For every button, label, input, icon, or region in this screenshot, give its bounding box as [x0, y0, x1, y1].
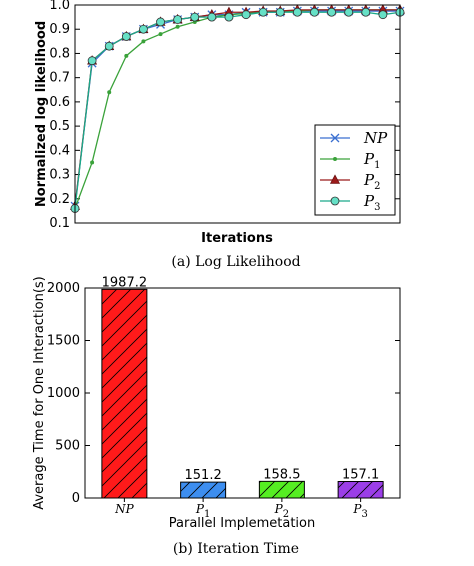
bar-group: 151.2: [180, 468, 227, 499]
x-tick-label: NP: [114, 502, 135, 516]
log-likelihood-chart: 0.1 0.2 0.3 0.4 0.5 0.6 0.7 0.8 0.9 1.0 Normalize…: [34, 0, 405, 246]
bar-group: 1987.2: [101, 275, 148, 499]
x-axis-label: Iterations: [201, 231, 273, 246]
caption-b: (b) Iteration Time: [173, 541, 299, 557]
y-tick-label: 0.4: [49, 143, 70, 158]
bars: 1987.2 151.2 158.5 157.1: [101, 275, 384, 499]
bar-value-label: 158.5: [263, 467, 300, 482]
data-point: [173, 15, 183, 24]
data-point: [141, 39, 146, 44]
legend-marker: [330, 174, 340, 184]
series-lines: [70, 4, 405, 213]
legend-label: P3: [363, 192, 380, 213]
y-tick-label: 0: [72, 491, 80, 506]
plot-area-b: [84, 287, 401, 499]
legend-entry-P3: P3: [320, 192, 380, 213]
y-tick-label: 0.5: [49, 119, 70, 134]
plot-area-a: [74, 4, 401, 224]
data-point: [90, 160, 95, 165]
legend-label: P1: [363, 150, 380, 171]
data-point: [121, 32, 131, 41]
data-point: [224, 12, 234, 22]
x-tick-label: P2: [274, 502, 289, 520]
data-point: [190, 12, 200, 22]
iteration-time-chart: 0 500 1000 1500 2000 1987.2 151.2 158.5 157.1 N…: [32, 275, 401, 531]
data-point: [378, 10, 388, 20]
y-tick-label: 0.8: [49, 46, 70, 61]
data-point: [87, 56, 97, 66]
data-point: [241, 10, 251, 20]
data-point: [275, 7, 285, 17]
legend-box: [314, 124, 396, 216]
legend-entry-NP: NP: [320, 129, 388, 147]
legend-label: P2: [363, 171, 380, 192]
x-axis-ticks: NP P1 P2 P3: [114, 498, 368, 520]
x-axis-label: Parallel Implemetation: [169, 516, 316, 531]
data-point: [310, 7, 319, 17]
x-tick-label: P1: [195, 502, 210, 520]
y-axis-ticks: 0.1 0.2 0.3 0.4 0.5 0.6 0.7 0.8 0.9 1.0: [49, 0, 400, 231]
y-tick-label: 1.0: [49, 0, 70, 13]
data-point: [124, 53, 129, 58]
bar-value-label: 1987.2: [102, 275, 148, 290]
x-tick-label: P3: [352, 502, 367, 520]
y-axis-label: Normalized log likelihood: [34, 21, 49, 207]
legend-label: NP: [363, 129, 388, 147]
data-point: [175, 24, 180, 29]
series-P3: [70, 7, 405, 213]
y-tick-label: 0.1: [49, 216, 70, 231]
bar-hatch: [101, 289, 147, 498]
data-point: [139, 24, 148, 34]
data-point: [158, 32, 163, 37]
bar-value-label: 151.2: [185, 468, 222, 483]
legend-marker: [333, 157, 337, 161]
data-point: [361, 7, 371, 17]
y-tick-label: 1000: [47, 386, 80, 401]
y-tick-label: 0.6: [49, 95, 70, 110]
y-tick-label: 0.3: [49, 168, 70, 183]
legend-marker: [330, 196, 340, 206]
y-tick-label: 500: [55, 439, 80, 454]
y-tick-label: 0.2: [49, 192, 70, 207]
data-point: [327, 7, 336, 17]
data-point: [258, 7, 268, 17]
bar-hatch: [259, 481, 305, 498]
data-point: [107, 90, 112, 95]
bar-hatch: [180, 482, 226, 498]
legend-entry-P1: P1: [320, 150, 380, 171]
y-axis-label: Average Time for One Interaction(s): [32, 276, 47, 510]
bar-hatch: [338, 481, 384, 498]
data-point: [292, 7, 302, 17]
bar-group: 157.1: [337, 468, 384, 499]
data-point: [156, 17, 165, 27]
bar-value-label: 157.1: [342, 468, 379, 483]
y-axis-ticks: 0 500 1000 1500 2000: [47, 281, 400, 506]
data-point: [344, 7, 354, 17]
y-tick-label: 0.9: [49, 22, 70, 37]
data-point: [207, 12, 217, 22]
y-tick-label: 1500: [47, 334, 80, 349]
y-tick-label: 2000: [47, 281, 80, 296]
y-tick-label: 0.7: [49, 71, 70, 86]
caption-a: (a) Log Likelihood: [171, 254, 300, 270]
legend-entry-P2: P2: [320, 171, 380, 192]
data-point: [104, 41, 114, 51]
legend-marker: [330, 133, 340, 143]
bar-group: 158.5: [258, 467, 305, 499]
